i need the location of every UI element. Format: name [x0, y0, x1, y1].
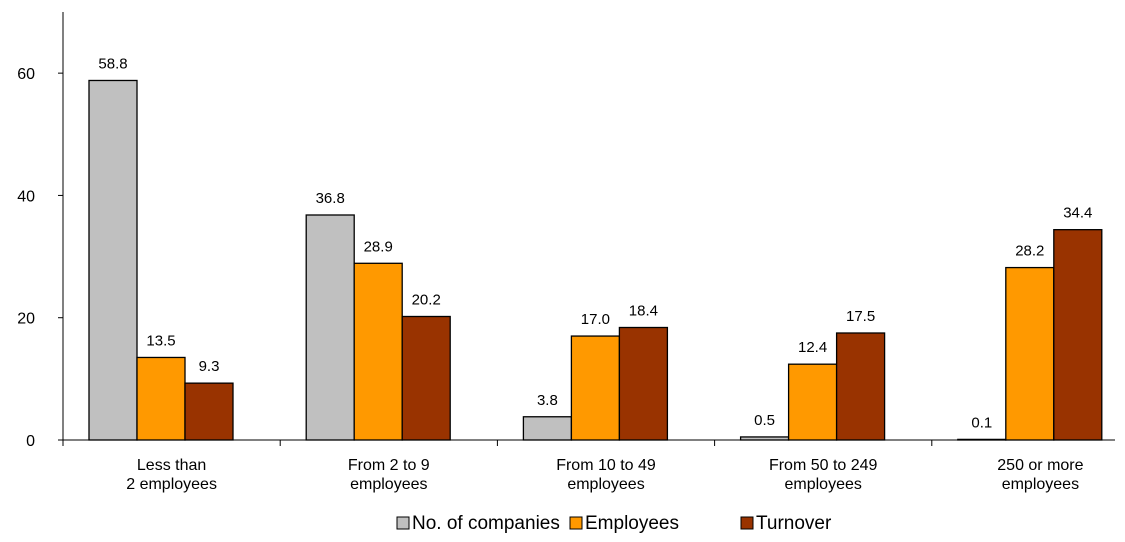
x-category-label: From 2 to 9 employees [348, 457, 430, 493]
x-category-label-line: 2 employees [126, 476, 217, 493]
data-label: 0.1 [971, 414, 992, 431]
x-category-label-line: employees [350, 476, 427, 493]
bar [522, 416, 573, 441]
legend-label: No. of companies [412, 513, 560, 534]
legend-swatch [740, 516, 754, 530]
x-category-label-line: Less than [137, 457, 206, 474]
x-category-label: 250 or more employees [997, 457, 1083, 493]
data-label: 12.4 [798, 339, 827, 356]
x-category-label-line: From 2 to 9 [348, 457, 430, 474]
legend-swatch [569, 516, 583, 530]
bar [739, 436, 790, 441]
bar [401, 315, 451, 441]
x-category-label: Less than 2 employees [126, 457, 217, 493]
x-category-label-line: From 50 to 249 [769, 457, 878, 474]
data-label: 28.2 [1015, 243, 1044, 260]
data-labels: 58.8 36.8 3.8 0.5 0.1 13.5 28.9 17.0 12.4 28.2 9.3… [98, 55, 1092, 431]
data-label: 34.4 [1063, 205, 1092, 222]
data-label: 58.8 [98, 55, 127, 72]
bars [88, 79, 1103, 441]
x-category-label-line: employees [785, 476, 862, 493]
legend-swatch [396, 516, 410, 530]
bar [835, 332, 886, 441]
data-label: 18.4 [629, 302, 658, 319]
data-label: 9.3 [199, 358, 220, 375]
bar [787, 363, 838, 441]
data-label: 17.0 [581, 311, 610, 328]
y-tick-label: 0 [26, 433, 35, 450]
y-tick-label: 20 [17, 311, 35, 328]
data-label: 13.5 [146, 332, 175, 349]
data-label: 17.5 [846, 308, 875, 325]
x-category-label: From 50 to 249 employees [769, 457, 878, 493]
x-category-label-line: 250 or more [997, 457, 1083, 474]
bar [88, 79, 138, 441]
x-category-label: From 10 to 49 employees [556, 457, 656, 493]
y-tick-label: 60 [17, 66, 35, 83]
bar [353, 262, 403, 441]
data-label: 3.8 [537, 392, 558, 409]
bar [618, 326, 669, 441]
data-label: 28.9 [364, 238, 393, 255]
x-category-label-line: employees [567, 476, 644, 493]
bar [570, 335, 621, 441]
x-category-label-line: From 10 to 49 [556, 457, 656, 474]
legend-label: Employees [585, 513, 679, 534]
legend-label: Turnover [756, 513, 832, 534]
bar [957, 438, 1007, 441]
y-tick-label: 40 [17, 188, 35, 205]
legend: No. of companies Employees Turnover [396, 513, 832, 534]
bar [136, 356, 186, 441]
data-label: 0.5 [754, 412, 775, 429]
data-label: 36.8 [316, 190, 345, 207]
bar [184, 382, 234, 441]
bar [305, 214, 355, 441]
bar [1005, 266, 1055, 441]
data-label: 20.2 [412, 291, 441, 308]
x-category-label-line: employees [1002, 476, 1079, 493]
axes: 0 20 40 60 Less than 2 employees From 2 to 9 em… [17, 12, 1115, 493]
bar [1053, 229, 1103, 441]
